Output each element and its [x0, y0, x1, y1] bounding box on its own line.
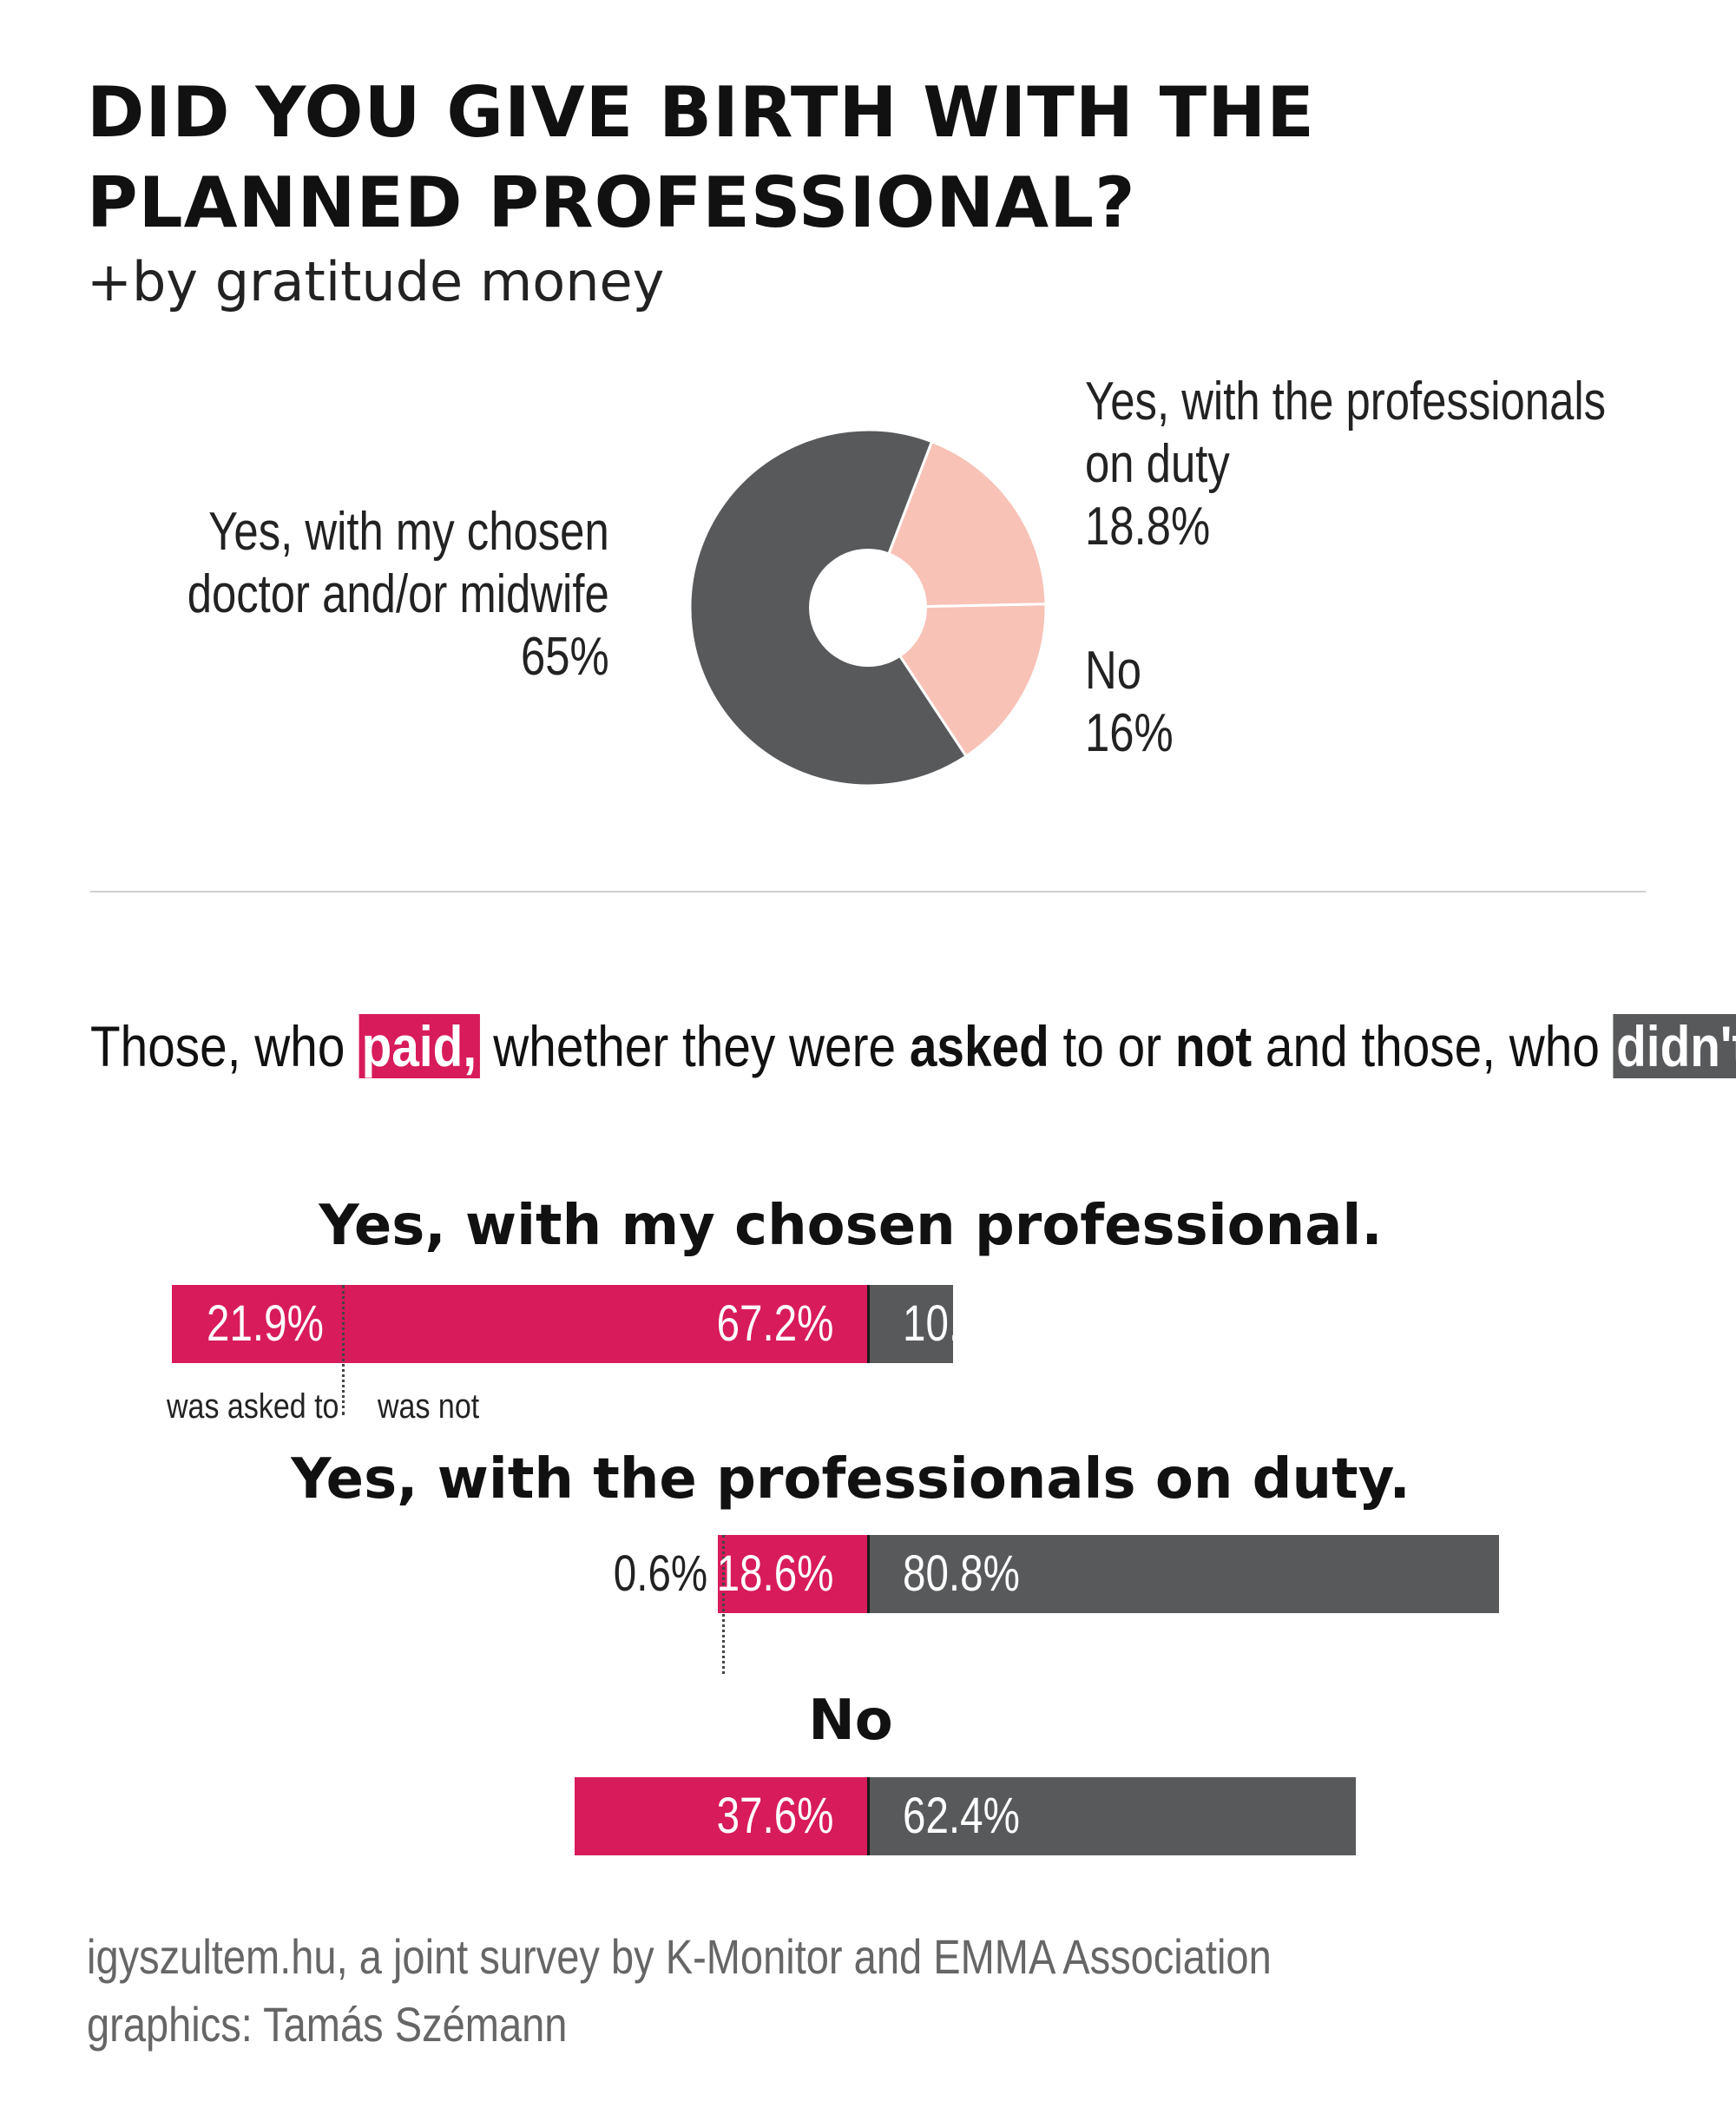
- legend-text: and those, who: [1252, 1014, 1614, 1078]
- donut-label-line: Yes, with my chosen: [208, 502, 609, 562]
- bar-separator: [867, 1535, 870, 1613]
- legend-text: Those, who: [90, 1014, 359, 1078]
- value-asked: 0.6%: [613, 1545, 708, 1602]
- asked-divider-dotted: [721, 1535, 725, 1674]
- credit-line: graphics: Tamás Szémann: [87, 1997, 568, 2052]
- bar-separator: [867, 1777, 870, 1855]
- bar-didnt: [868, 1535, 1500, 1613]
- legend-text: to or: [1049, 1014, 1175, 1078]
- bar-group-on-duty: 0.6% 18.6% 80.8%: [0, 1535, 1736, 1691]
- donut-label-line: doctor and/or midwife: [187, 564, 609, 624]
- bar-asked: [172, 1285, 344, 1363]
- source-line: igyszultem.hu, a joint survey by K-Monit…: [87, 1929, 1272, 1984]
- donut-value: 65%: [521, 627, 609, 687]
- group-title-no: No: [808, 1689, 893, 1753]
- donut-label-no: No 16%: [1085, 640, 1174, 765]
- value-didnt: 62.4%: [903, 1788, 1020, 1844]
- bar-separator: [867, 1285, 870, 1363]
- legend-asked: asked: [909, 1014, 1049, 1078]
- donut-label-chosen: Yes, with my chosen doctor and/or midwif…: [187, 501, 609, 688]
- donut-label-line: Yes, with the professionals: [1085, 372, 1607, 431]
- bar-not-asked: [343, 1285, 868, 1363]
- donut-hole: [809, 549, 927, 667]
- sublabel-asked: was asked to: [167, 1387, 339, 1426]
- sublabel-not: was not: [378, 1387, 480, 1426]
- value-not-asked: 37.6%: [716, 1788, 833, 1844]
- bar-legend: Those, who paid, whether they were asked…: [90, 1011, 1736, 1081]
- bar-didnt: [868, 1777, 1356, 1855]
- group-title-on-duty: Yes, with the professionals on duty.: [291, 1447, 1410, 1512]
- donut-slice-on-duty: [865, 439, 1048, 609]
- legend-didnt: didn't.: [1613, 1014, 1736, 1078]
- bar-didnt: [868, 1285, 954, 1363]
- source-note: igyszultem.hu, a joint survey by K-Monit…: [87, 1923, 1272, 2059]
- donut-value: 18.8%: [1085, 497, 1211, 557]
- donut-label-line: on duty: [1085, 434, 1230, 494]
- value-didnt: 80.8%: [903, 1545, 1020, 1602]
- value-didnt: 10.9%: [903, 1295, 1020, 1352]
- bar-asked: [718, 1535, 723, 1613]
- value-not-asked: 18.6%: [716, 1545, 833, 1602]
- value-asked: 21.9%: [207, 1295, 324, 1352]
- donut-label-on-duty: Yes, with the professionals on duty 18.8…: [1085, 371, 1606, 558]
- group-title-chosen: Yes, with my chosen professional.: [319, 1194, 1383, 1258]
- value-not-asked: 67.2%: [716, 1295, 833, 1352]
- legend-not: not: [1174, 1014, 1253, 1078]
- bar-not-asked: [722, 1535, 868, 1613]
- bar-group-chosen: 21.9% 67.2% 10.9% was asked to was not: [0, 1285, 1736, 1441]
- asked-divider-dotted: [342, 1285, 345, 1415]
- chart-subtitle: +by gratitude money: [87, 250, 665, 313]
- donut-chart: [688, 428, 1048, 787]
- bar-not-asked: [574, 1777, 868, 1855]
- legend-text: whether they were: [479, 1014, 910, 1078]
- donut-label-line: No: [1085, 641, 1141, 701]
- donut-value: 16%: [1085, 703, 1174, 763]
- legend-paid: paid,: [358, 1014, 480, 1078]
- section-divider: [90, 891, 1646, 893]
- bar-group-no: 37.6% 62.4%: [0, 1777, 1736, 1881]
- chart-title: DID YOU GIVE BIRTH WITH THE PLANNED PROF…: [87, 72, 1315, 243]
